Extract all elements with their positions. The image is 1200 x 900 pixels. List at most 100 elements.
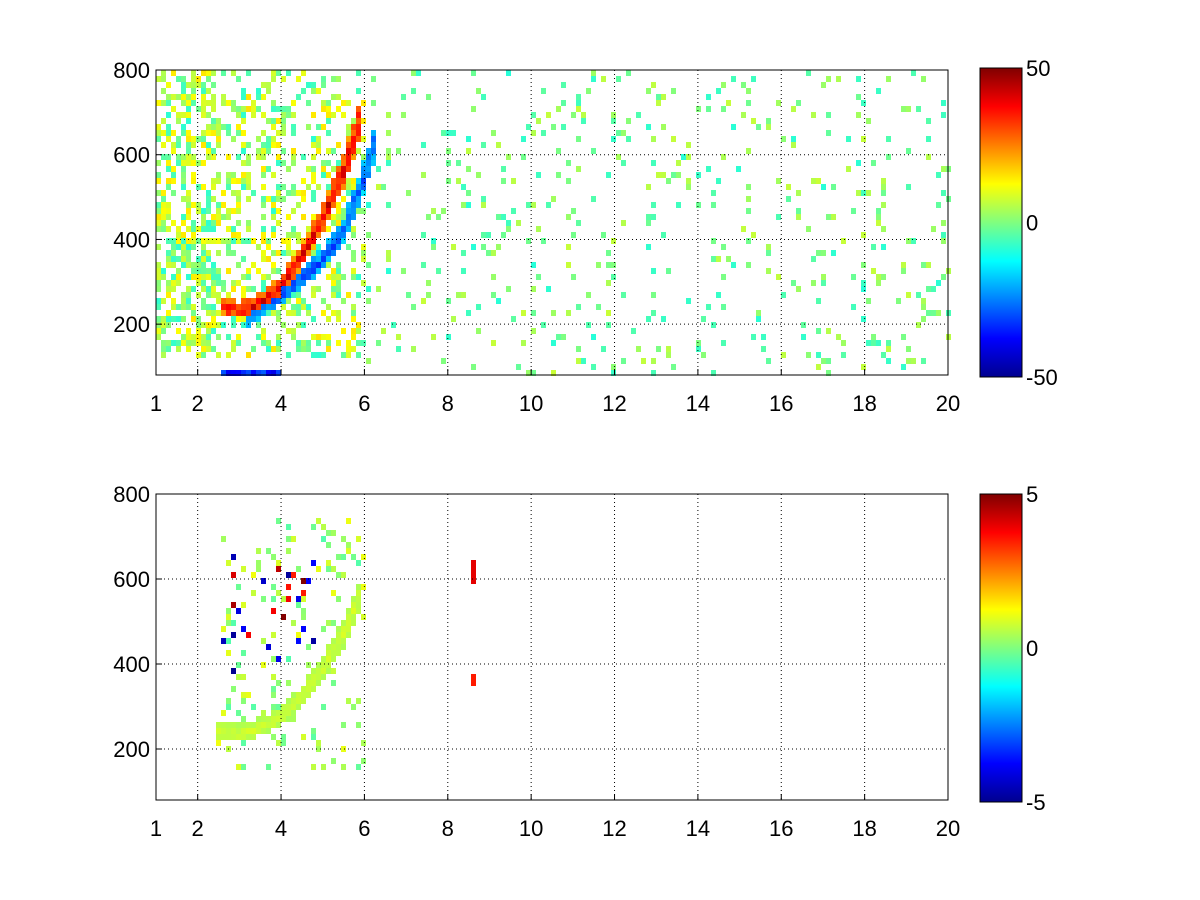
top-heatmap-cell [166, 208, 171, 214]
top-heatmap-cell [296, 250, 301, 256]
top-colorbar-tick-label: 50 [1026, 56, 1050, 81]
top-heatmap-cell [431, 238, 436, 244]
top-heatmap-cell [196, 280, 201, 286]
bottom-heatmap-cell [326, 560, 331, 566]
top-heatmap-cell [241, 118, 246, 124]
top-heatmap-cell [856, 190, 861, 196]
top-heatmap-cell [466, 148, 471, 154]
top-heatmap-cell [286, 352, 291, 358]
top-x-tick-label: 18 [852, 391, 876, 416]
bottom-heatmap-cell [236, 662, 241, 668]
top-heatmap-cell [766, 250, 771, 256]
top-heatmap-cell [841, 340, 846, 346]
bottom-heatmap-cell [326, 620, 331, 626]
top-x-tick-label: 6 [358, 391, 370, 416]
top-heatmap-cell [651, 214, 656, 220]
top-heatmap-cell [271, 202, 276, 208]
bottom-heatmap-cell [221, 626, 226, 632]
top-heatmap-cell [211, 100, 216, 106]
top-heatmap-cell [486, 250, 491, 256]
top-heatmap-cell [186, 262, 191, 268]
bottom-heatmap-cell [266, 728, 271, 734]
top-heatmap-cell [161, 346, 166, 352]
bottom-heatmap-cell [261, 578, 266, 584]
top-heatmap-cell [346, 166, 351, 172]
top-heatmap-cell [281, 124, 286, 130]
top-heatmap-cell [461, 202, 466, 208]
top-heatmap-cell [346, 340, 351, 346]
top-heatmap-cell [226, 100, 231, 106]
top-heatmap-cell [646, 214, 651, 220]
top-heatmap-cell [651, 310, 656, 316]
top-heatmap-cell [161, 274, 166, 280]
top-heatmap-cell [276, 70, 281, 76]
top-heatmap-cell [881, 352, 886, 358]
top-heatmap-cell [201, 274, 206, 280]
top-heatmap-cell [561, 100, 566, 106]
top-heatmap-cell [526, 370, 531, 376]
bottom-heatmap-cell [351, 602, 356, 608]
top-heatmap-cell [656, 172, 661, 178]
top-heatmap-cell [186, 142, 191, 148]
top-heatmap-cell [296, 322, 301, 328]
bottom-heatmap-cell [316, 746, 321, 752]
top-y-tick-label: 800 [113, 58, 150, 83]
top-heatmap-cell [181, 184, 186, 190]
top-heatmap-cell [566, 214, 571, 220]
top-heatmap-cell [191, 226, 196, 232]
top-heatmap-cell [351, 256, 356, 262]
top-heatmap-cell [541, 322, 546, 328]
top-heatmap-cell [826, 214, 831, 220]
top-heatmap-cell [416, 70, 421, 76]
top-heatmap-cell [596, 262, 601, 268]
top-heatmap-cell [261, 154, 266, 160]
top-heatmap-cell [191, 262, 196, 268]
bottom-heatmap-cell [351, 620, 356, 626]
top-heatmap-cell [651, 292, 656, 298]
top-heatmap-cell [326, 190, 331, 196]
top-heatmap-cell [211, 322, 216, 328]
top-heatmap-cell [206, 112, 211, 118]
top-heatmap-cell [166, 316, 171, 322]
top-heatmap-cell [716, 292, 721, 298]
bottom-x-tick-label: 20 [936, 816, 960, 841]
top-heatmap-cell [311, 244, 316, 250]
top-heatmap-cell [311, 232, 316, 238]
top-heatmap-cell [296, 268, 301, 274]
top-heatmap-cell [806, 70, 811, 76]
top-heatmap-cell [361, 178, 366, 184]
top-heatmap-cell [681, 154, 686, 160]
top-heatmap-cell [236, 178, 241, 184]
top-heatmap-cell [331, 178, 336, 184]
top-heatmap-cell [696, 340, 701, 346]
top-heatmap-cell [176, 232, 181, 238]
top-heatmap-cell [276, 340, 281, 346]
bottom-heatmap-cell [311, 728, 316, 734]
top-heatmap-cell [211, 106, 216, 112]
bottom-heatmap-cell [341, 638, 346, 644]
top-heatmap-cell [166, 250, 171, 256]
top-heatmap-cell [276, 184, 281, 190]
top-heatmap-cell [291, 274, 296, 280]
bottom-heatmap-cell [286, 704, 291, 710]
bottom-heatmap-cell [281, 716, 286, 722]
top-heatmap-cell [341, 352, 346, 358]
top-heatmap-cell [281, 238, 286, 244]
bottom-heatmap-cell [231, 734, 236, 740]
top-heatmap-cell [676, 172, 681, 178]
top-heatmap-cell [936, 172, 941, 178]
top-heatmap-cell [191, 154, 196, 160]
bottom-heatmap-cell [271, 596, 276, 602]
top-heatmap-cell [516, 364, 521, 370]
bottom-grid [156, 494, 948, 800]
top-heatmap-cell [266, 148, 271, 154]
top-heatmap-cell [206, 76, 211, 82]
top-heatmap-cell [231, 136, 236, 142]
top-heatmap-cell [356, 118, 361, 124]
bottom-heatmap-cell [341, 620, 346, 626]
bottom-heatmap-cell [266, 716, 271, 722]
top-heatmap-cell [156, 202, 161, 208]
top-heatmap-cell [471, 364, 476, 370]
top-heatmap-cell [876, 214, 881, 220]
bottom-heatmap-cell [331, 656, 336, 662]
